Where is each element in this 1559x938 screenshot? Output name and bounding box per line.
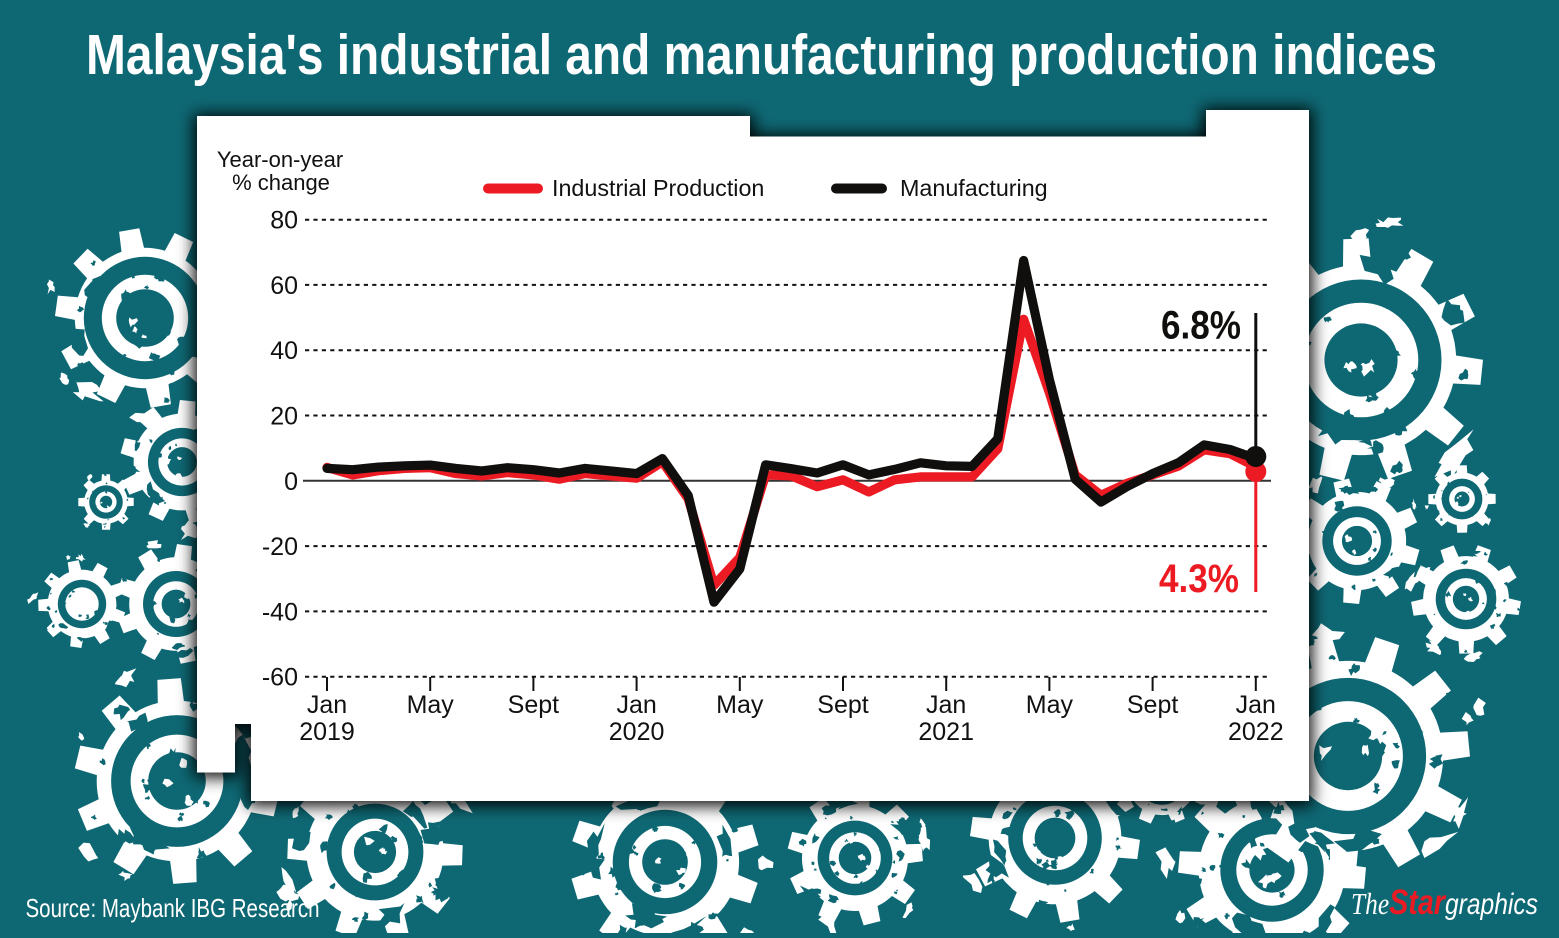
svg-text:Jan: Jan [926, 691, 966, 719]
svg-text:Jan: Jan [307, 691, 347, 719]
svg-text:Malaysia's industrial and manu: Malaysia's industrial and manufacturing … [86, 23, 1437, 87]
svg-text:May: May [716, 691, 764, 719]
svg-text:% change: % change [232, 170, 330, 195]
svg-text:0: 0 [284, 468, 298, 496]
svg-text:Sept: Sept [508, 691, 559, 719]
svg-text:2020: 2020 [609, 718, 665, 746]
svg-text:-60: -60 [262, 664, 298, 692]
svg-text:-40: -40 [262, 598, 298, 626]
svg-text:Jan: Jan [616, 691, 656, 719]
svg-text:4.3%: 4.3% [1159, 557, 1239, 601]
svg-text:80: 80 [270, 207, 298, 235]
svg-text:Industrial Production: Industrial Production [552, 175, 764, 201]
svg-text:2019: 2019 [299, 718, 355, 746]
svg-text:Manufacturing: Manufacturing [900, 175, 1048, 201]
svg-text:Source: Maybank IBG Research: Source: Maybank IBG Research [26, 893, 320, 923]
svg-text:60: 60 [270, 272, 298, 300]
svg-text:Jan: Jan [1236, 691, 1276, 719]
svg-text:May: May [407, 691, 455, 719]
svg-text:2021: 2021 [918, 718, 974, 746]
svg-text:TheStargraphics: TheStargraphics [1351, 883, 1538, 922]
svg-text:-20: -20 [262, 533, 298, 561]
svg-text:Sept: Sept [1127, 691, 1178, 719]
svg-text:2022: 2022 [1228, 718, 1284, 746]
svg-text:May: May [1026, 691, 1074, 719]
svg-text:6.8%: 6.8% [1161, 304, 1241, 348]
svg-text:20: 20 [270, 403, 298, 431]
svg-text:Sept: Sept [817, 691, 868, 719]
svg-text:Year-on-year: Year-on-year [217, 147, 343, 172]
svg-text:40: 40 [270, 337, 298, 365]
